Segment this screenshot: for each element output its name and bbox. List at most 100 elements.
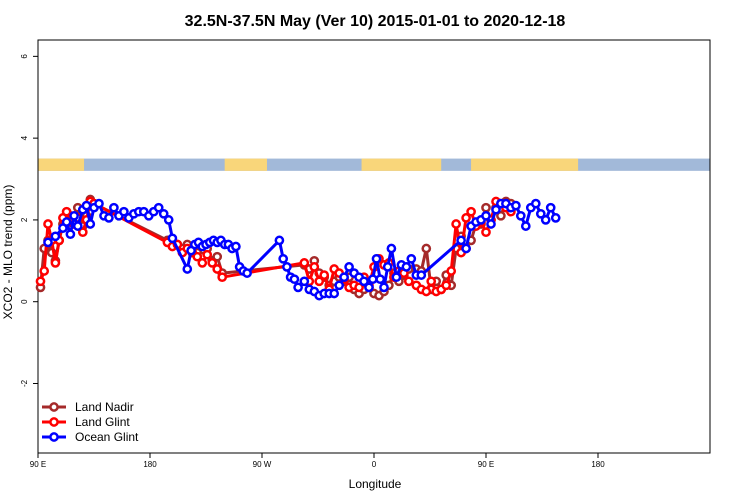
- plot-frame: [37, 39, 711, 454]
- data-point: [481, 202, 491, 213]
- y-tick-label: 2: [20, 217, 29, 222]
- data-point: [242, 268, 252, 278]
- data-point: [486, 219, 496, 229]
- data-point: [391, 272, 402, 283]
- data-point: [94, 198, 104, 209]
- data-point: [461, 213, 471, 223]
- data-point: [359, 276, 369, 287]
- data-point: [451, 219, 461, 229]
- data-point: [403, 276, 414, 287]
- data-point: [119, 206, 129, 217]
- data-point: [379, 282, 389, 293]
- data-point: [371, 253, 382, 264]
- data-point: [35, 276, 46, 287]
- data-point: [50, 258, 61, 268]
- data-point: [104, 213, 114, 223]
- land-segment: [361, 158, 442, 171]
- data-point: [364, 282, 374, 293]
- data-point: [496, 210, 506, 221]
- data-point: [466, 206, 476, 217]
- data-point: [344, 262, 354, 272]
- land-segment: [471, 158, 579, 171]
- data-point: [217, 272, 228, 283]
- data-point: [550, 213, 561, 223]
- data-point: [354, 282, 364, 293]
- series-ocean-glint: [43, 198, 561, 301]
- x-tick-label: 180: [143, 460, 157, 469]
- data-point: [72, 221, 83, 231]
- legend-swatch-point: [49, 417, 59, 427]
- data-point: [197, 258, 208, 268]
- legend-swatch-point: [49, 402, 59, 412]
- data-point: [61, 217, 72, 227]
- data-point: [43, 219, 53, 229]
- x-tick-label: 0: [372, 460, 377, 469]
- data-point: [192, 251, 203, 262]
- data-point: [446, 266, 457, 276]
- data-point: [426, 276, 437, 287]
- x-tick-label: 90 E: [478, 460, 494, 469]
- data-point: [545, 202, 556, 213]
- data-point: [481, 227, 491, 238]
- legend-item-ocean-glint: Ocean Glint: [42, 430, 139, 444]
- data-point: [530, 198, 541, 209]
- data-point: [491, 204, 501, 215]
- data-point: [421, 243, 432, 254]
- data-point: [481, 210, 491, 221]
- data-point: [334, 280, 345, 291]
- data-point: [109, 202, 119, 213]
- data-point: [416, 270, 427, 280]
- x-tick-label: 90 E: [30, 460, 46, 469]
- data-point: [441, 280, 452, 291]
- data-point: [386, 243, 397, 254]
- data-point: [207, 258, 218, 268]
- data-point: [163, 215, 174, 225]
- data-point: [61, 206, 72, 217]
- legend-label: Land Glint: [75, 415, 130, 429]
- data-point: [278, 253, 289, 264]
- data-point: [535, 208, 546, 219]
- land-ocean-strip: [38, 158, 710, 171]
- data-point: [456, 235, 466, 246]
- data-point: [231, 241, 241, 252]
- data-point: [520, 221, 531, 231]
- data-point: [421, 286, 432, 297]
- data-point: [382, 262, 393, 272]
- data-point: [401, 262, 412, 272]
- data-point: [299, 276, 310, 287]
- chart-title: 32.5N-37.5N May (Ver 10) 2015-01-01 to 2…: [185, 13, 566, 30]
- y-axis: -2 0 2 4 6: [20, 54, 38, 387]
- data-point: [293, 282, 303, 293]
- data-point: [212, 251, 223, 262]
- data-point: [329, 288, 340, 299]
- legend-item-land-glint: Land Glint: [42, 415, 130, 429]
- data-point: [274, 235, 285, 246]
- data-point: [511, 200, 521, 211]
- data-point: [406, 253, 417, 264]
- data-point: [375, 274, 386, 285]
- data-point: [319, 270, 330, 280]
- data-point: [39, 266, 50, 276]
- data-point: [153, 202, 164, 213]
- legend-item-land-nadir: Land Nadir: [42, 400, 134, 414]
- data-point: [167, 233, 178, 244]
- land-segment: [38, 158, 85, 171]
- data-point: [289, 274, 300, 285]
- x-tick-label: 180: [591, 460, 605, 469]
- data-point: [158, 208, 169, 219]
- data-point: [299, 258, 310, 268]
- data-point: [540, 215, 551, 225]
- data-point: [461, 243, 471, 254]
- data-point: [50, 231, 61, 242]
- data-point: [515, 210, 526, 221]
- land-segment: [224, 158, 267, 171]
- data-point: [367, 274, 378, 285]
- data-point: [85, 219, 96, 229]
- y-tick-label: -2: [20, 379, 29, 387]
- data-point: [81, 200, 92, 211]
- data-point: [314, 276, 325, 287]
- data-point: [202, 249, 213, 260]
- data-point: [69, 210, 79, 221]
